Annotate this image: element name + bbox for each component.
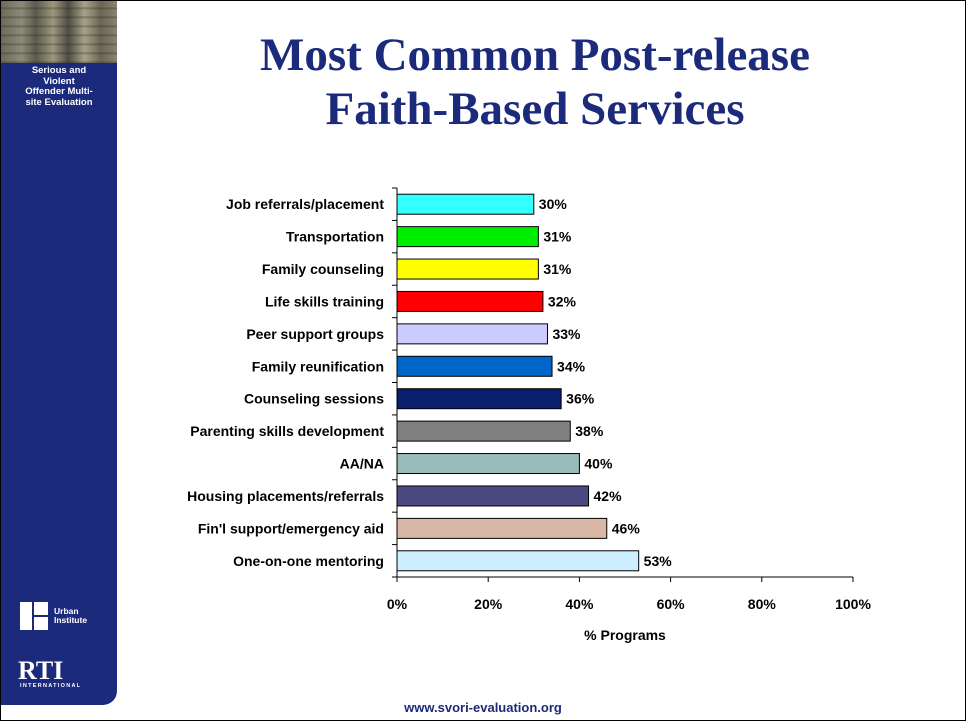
sidebar	[1, 1, 117, 705]
category-label: Housing placements/referrals	[187, 488, 384, 504]
x-tick-label: 20%	[474, 596, 503, 612]
category-label: Peer support groups	[246, 326, 384, 342]
data-label: 40%	[584, 456, 613, 472]
category-label: Family reunification	[252, 358, 384, 374]
rti-logo-subtext: INTERNATIONAL	[20, 683, 82, 689]
x-axis-title: % Programs	[584, 627, 666, 643]
bar	[396, 485, 590, 507]
data-label: 42%	[594, 488, 623, 504]
bar	[396, 323, 548, 345]
category-label: One-on-one mentoring	[233, 553, 384, 569]
bar	[396, 290, 544, 312]
data-label: 33%	[552, 326, 581, 342]
bar	[396, 420, 571, 442]
category-label: Life skills training	[265, 293, 384, 309]
x-tick-label: 40%	[565, 596, 594, 612]
urban-institute-text: Urban Institute	[54, 606, 88, 625]
urban-institute-logo: Urban Institute	[20, 602, 100, 636]
bar	[396, 193, 535, 215]
x-tick-label: 60%	[657, 596, 686, 612]
sidebar-title: Serious and Violent Offender Multi- site…	[25, 65, 93, 108]
x-tick-label: 100%	[835, 596, 871, 612]
rti-logo: RTI INTERNATIONAL	[18, 656, 102, 690]
slide-title: Most Common Post-release Faith-Based Ser…	[260, 29, 810, 135]
bar	[396, 453, 580, 475]
data-label: 46%	[612, 520, 641, 536]
category-label: Job referrals/placement	[226, 196, 384, 212]
bar	[396, 388, 562, 410]
bar	[396, 226, 539, 248]
data-label: 53%	[644, 553, 673, 569]
category-label: Parenting skills development	[190, 423, 384, 439]
bar	[396, 517, 608, 539]
category-label: Counseling sessions	[244, 391, 384, 407]
data-label: 31%	[543, 229, 572, 245]
header-photo	[1, 1, 117, 63]
category-label: Transportation	[286, 229, 384, 245]
bar	[396, 258, 539, 280]
bar	[396, 355, 553, 377]
data-label: 30%	[539, 196, 568, 212]
data-label: 38%	[575, 423, 604, 439]
x-tick-label: 80%	[748, 596, 777, 612]
category-label: Fin'l support/emergency aid	[198, 520, 384, 536]
bar-chart: 0% 20% 40% 60% 80% 100% % Programs Job referral…	[187, 187, 871, 643]
data-label: 31%	[543, 261, 572, 277]
rti-logo-mark: RTI	[18, 656, 64, 685]
data-label: 34%	[557, 358, 586, 374]
data-label: 36%	[566, 391, 595, 407]
footer-url[interactable]: www.svori-evaluation.org	[404, 700, 562, 715]
category-label: Family counseling	[262, 261, 384, 277]
data-label: 32%	[548, 293, 577, 309]
urban-institute-logo-icon	[20, 602, 48, 630]
x-tick-label: 0%	[387, 596, 408, 612]
category-label: AA/NA	[340, 456, 384, 472]
bar	[396, 550, 640, 572]
